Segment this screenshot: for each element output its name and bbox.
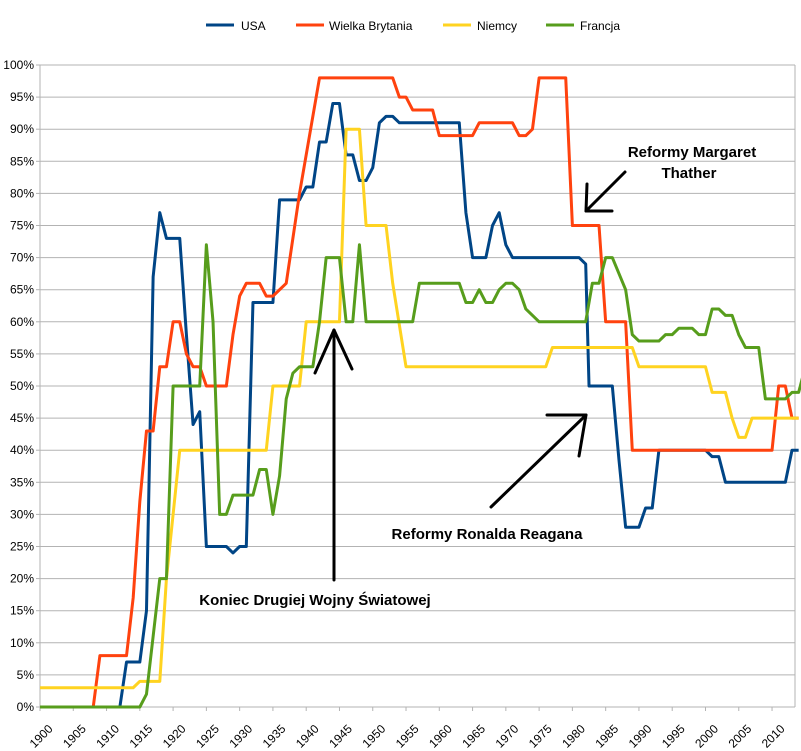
arrow-reagan-shaft: [489, 415, 586, 509]
arrow-reagan-head-b: [577, 413, 588, 458]
y-tick-label: 65%: [10, 283, 34, 297]
y-tick-label: 100%: [3, 58, 34, 72]
series-lines: [40, 76, 801, 709]
series-line-wielka-brytania: [91, 76, 799, 708]
y-tick-label: 25%: [10, 540, 34, 554]
y-tick-label: 35%: [10, 475, 34, 489]
annotation-reformy-reagana: Reformy Ronalda Reagana: [392, 526, 584, 543]
legend-label-niemcy: Niemcy: [477, 19, 517, 33]
y-tick-label: 45%: [10, 411, 34, 425]
legend-item-usa: USA: [206, 19, 266, 33]
legend-label-francja: Francja: [580, 19, 620, 33]
arrow-reagan: [489, 413, 588, 509]
y-tick-label: 0%: [17, 700, 35, 714]
arrow-thatcher-head-a: [584, 182, 589, 213]
arrow-thatcher-shaft: [586, 170, 627, 211]
y-tick-label: 5%: [17, 668, 35, 682]
annotation-thather: Thather: [661, 165, 716, 182]
y-tick-label: 80%: [10, 186, 34, 200]
y-tick-label: 85%: [10, 154, 34, 168]
y-tick-label: 90%: [10, 122, 34, 136]
y-tick-label: 10%: [10, 636, 34, 650]
y-tick-label: 55%: [10, 347, 34, 361]
y-tick-label: 20%: [10, 572, 34, 586]
legend-item-wielka-brytania: Wielka Brytania: [296, 19, 413, 33]
legend-item-niemcy: Niemcy: [443, 19, 517, 33]
legend-label-usa: USA: [241, 19, 266, 33]
arrow-ww2-head-a: [313, 328, 336, 375]
series-line-francja: [40, 243, 801, 709]
legend: USA Wielka Brytania Niemcy Francja: [206, 19, 620, 33]
annotations: Reformy Margaret Thather Reformy Ronalda…: [199, 144, 756, 609]
y-tick-label: 50%: [10, 379, 34, 393]
annotation-koniec-wojny: Koniec Drugiej Wojny Światowej: [199, 591, 430, 609]
legend-label-wielka-brytania: Wielka Brytania: [329, 19, 413, 33]
legend-item-francja: Francja: [546, 19, 620, 33]
arrow-ww2: [313, 328, 354, 582]
series-line-usa: [40, 102, 799, 709]
y-tick-label: 70%: [10, 251, 34, 265]
arrow-thatcher: [584, 170, 627, 213]
y-tick-label: 40%: [10, 443, 34, 457]
y-tick-label: 15%: [10, 604, 34, 618]
y-tick-label: 60%: [10, 315, 34, 329]
y-tick-label: 75%: [10, 219, 34, 233]
y-tick-label: 30%: [10, 507, 34, 521]
series-line-niemcy: [40, 127, 799, 690]
y-tick-label: 95%: [10, 90, 34, 104]
arrow-ww2-head-b: [332, 328, 354, 371]
annotation-reformy-margaret: Reformy Margaret: [628, 144, 756, 161]
grid: [40, 64, 795, 708]
